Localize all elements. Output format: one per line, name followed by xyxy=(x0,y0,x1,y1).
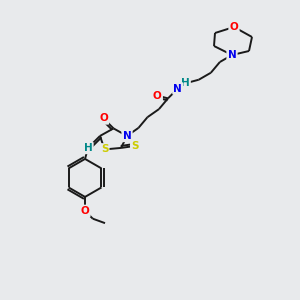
Text: S: S xyxy=(101,144,108,154)
Text: H: H xyxy=(84,143,92,153)
Text: N: N xyxy=(228,50,236,60)
Text: O: O xyxy=(230,22,238,32)
Text: O: O xyxy=(153,91,162,100)
Text: N: N xyxy=(123,131,131,141)
Text: H: H xyxy=(181,78,190,88)
Text: N: N xyxy=(173,83,182,94)
Text: S: S xyxy=(131,141,139,151)
Text: O: O xyxy=(81,206,89,216)
Text: O: O xyxy=(99,113,108,123)
